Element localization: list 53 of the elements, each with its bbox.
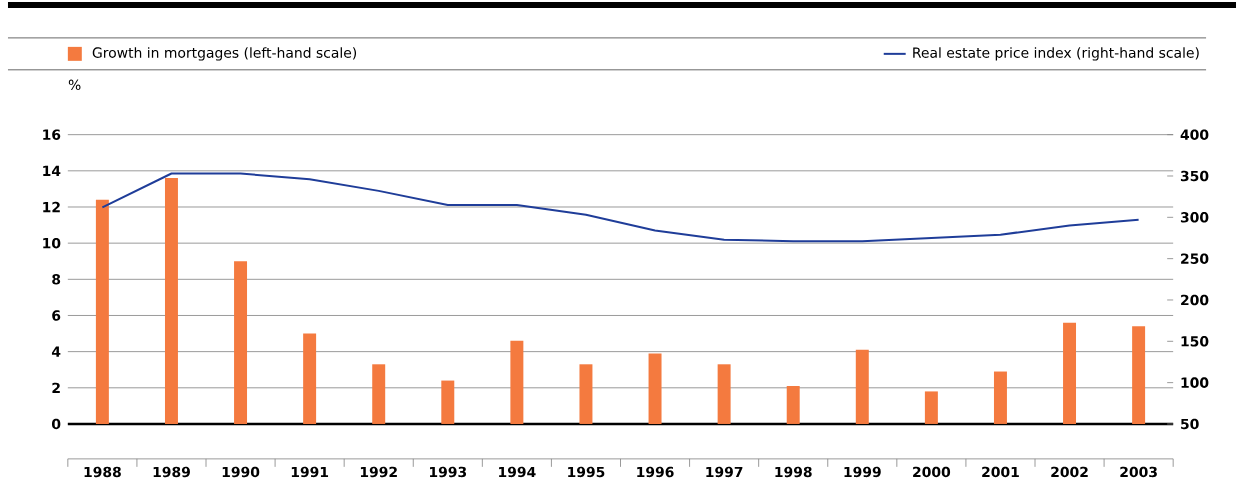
bar xyxy=(1132,326,1146,425)
x-tick-label: 2001 xyxy=(982,466,1019,478)
y2-tick-label: 250 xyxy=(1181,253,1209,265)
bar xyxy=(786,386,800,425)
x-tick-label: 2002 xyxy=(1051,466,1088,478)
y-tick-label: 12 xyxy=(43,201,60,213)
bar xyxy=(510,340,524,425)
y-tick-label: 0 xyxy=(52,418,61,430)
y-axis-title: % xyxy=(68,79,81,91)
legend-label: Growth in mortgages (left-hand scale) xyxy=(92,47,357,61)
y2-tick-label: 50 xyxy=(1181,418,1199,430)
x-tick-label: 1997 xyxy=(706,466,743,478)
x-tick-label: 1992 xyxy=(360,466,397,478)
y2-tick-label: 200 xyxy=(1181,294,1209,306)
y-tick-label: 16 xyxy=(43,129,61,141)
legend-label: Real estate price index (right-hand scale) xyxy=(913,47,1199,61)
y2-tick-label: 350 xyxy=(1180,170,1209,182)
y-tick-label: 6 xyxy=(52,310,61,321)
y-tick-label: 2 xyxy=(52,382,60,394)
bar xyxy=(579,364,593,425)
x-tick-label: 1994 xyxy=(499,466,536,478)
y2-tick-label: 150 xyxy=(1181,336,1209,347)
bar xyxy=(717,364,731,425)
x-tick-label: 1999 xyxy=(844,466,881,478)
bar xyxy=(924,391,938,425)
bar xyxy=(164,178,178,425)
y-tick-label: 8 xyxy=(52,274,61,285)
bar xyxy=(648,353,662,425)
bar xyxy=(855,349,869,425)
bar xyxy=(1063,322,1077,425)
bar xyxy=(95,199,109,425)
y-tick-label: 14 xyxy=(43,165,61,176)
x-tick-label: 1989 xyxy=(153,466,190,478)
x-tick-label: 1988 xyxy=(84,466,121,478)
x-tick-label: 1996 xyxy=(637,466,674,478)
x-tick-label: 1995 xyxy=(568,466,605,478)
x-tick-label: 1990 xyxy=(222,466,260,478)
x-tick-label: 2000 xyxy=(913,466,951,478)
y2-tick-label: 100 xyxy=(1181,377,1209,388)
y2-tick-label: 300 xyxy=(1180,212,1209,223)
y-tick-label: 4 xyxy=(51,346,61,357)
x-tick-label: 2003 xyxy=(1120,466,1157,478)
bar xyxy=(303,333,317,425)
line-series xyxy=(101,172,1140,243)
bar xyxy=(993,371,1007,425)
bar xyxy=(372,364,386,425)
x-tick-label: 1991 xyxy=(291,466,329,478)
bar xyxy=(234,261,248,425)
y2-tick-label: 400 xyxy=(1180,129,1209,141)
y-tick-label: 10 xyxy=(43,237,61,249)
x-tick-label: 1993 xyxy=(430,466,467,478)
x-tick-label: 1998 xyxy=(775,466,812,478)
bar xyxy=(441,380,455,425)
